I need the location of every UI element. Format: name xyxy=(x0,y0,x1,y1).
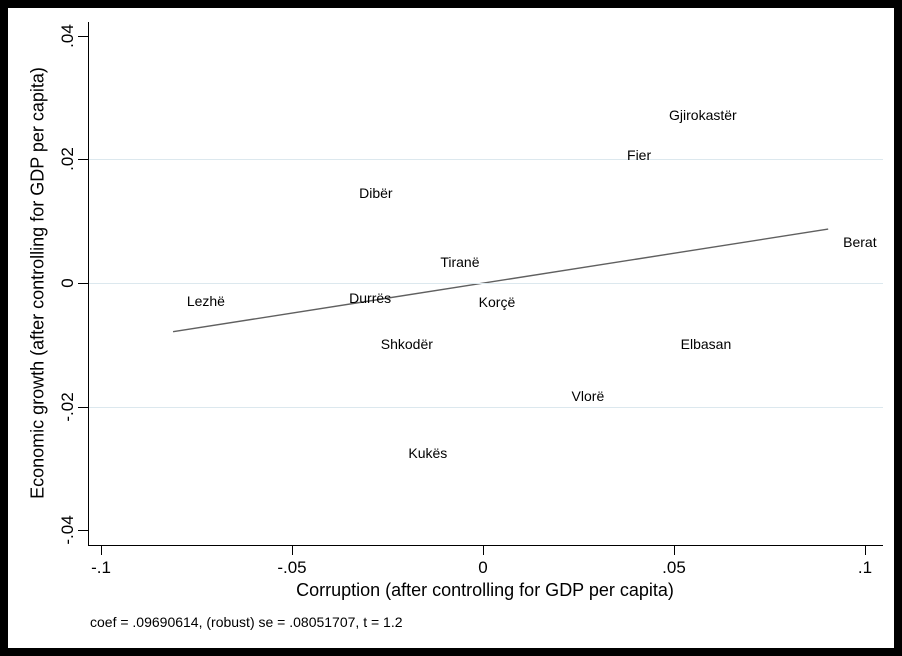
y-tick-label: -.02 xyxy=(58,391,77,422)
y-tick-label: .02 xyxy=(58,147,77,172)
x-tick-label: -.05 xyxy=(277,558,307,577)
y-axis-tick xyxy=(78,159,88,161)
point-label-kukes: Kukës xyxy=(408,444,448,461)
point-label-berat: Berat xyxy=(843,234,877,251)
point-label-diber: Dibër xyxy=(359,184,393,201)
point-label-durres: Durrës xyxy=(349,289,392,306)
x-tick-label: .05 xyxy=(662,558,686,577)
x-axis-tick xyxy=(673,546,675,555)
x-axis-title: Corruption (after controlling for GDP pe… xyxy=(296,580,674,600)
y-gridline xyxy=(89,159,883,161)
point-label-vlore: Vlorë xyxy=(571,388,605,404)
point-label-tirane: Tiranë xyxy=(440,254,480,270)
y-axis-tick xyxy=(78,530,88,531)
x-axis-tick xyxy=(291,546,293,555)
regression-line-layer xyxy=(172,228,829,333)
y-tick-label: -.04 xyxy=(58,515,77,545)
point-label-elbasan: Elbasan xyxy=(680,336,732,353)
chart-canvas: Economic growth (after controlling for G… xyxy=(8,8,894,648)
x-axis-tick xyxy=(100,546,102,555)
point-label-shkoder: Shkodër xyxy=(380,336,433,353)
fit-line xyxy=(172,228,829,333)
y-tick-label: 0 xyxy=(58,278,77,288)
y-gridline xyxy=(89,406,883,408)
y-gridline xyxy=(89,282,883,284)
plot-area: Gjirokastër Fier Dibër Berat Tiranë Lezhë Durr… xyxy=(88,22,883,546)
point-label-lezhe: Lezhë xyxy=(186,292,225,309)
y-axis-tick xyxy=(78,282,88,284)
x-axis-tick xyxy=(865,546,866,555)
stats-note: coef = .09690614, (robust) se = .0805170… xyxy=(90,614,403,630)
y-tick-label: .04 xyxy=(58,24,77,48)
point-label-gjirokaster: Gjirokastër xyxy=(669,107,737,124)
point-label-fier: Fier xyxy=(627,147,652,164)
x-tick-label: -.1 xyxy=(91,558,111,577)
y-axis-tick xyxy=(78,35,88,37)
x-tick-label: .1 xyxy=(857,558,873,577)
y-axis-tick xyxy=(78,406,88,408)
x-axis-tick xyxy=(482,546,484,555)
x-tick-label: 0 xyxy=(478,558,488,577)
point-label-korce: Korçë xyxy=(478,294,516,311)
y-axis-title: Economic growth (after controlling for G… xyxy=(27,67,48,499)
